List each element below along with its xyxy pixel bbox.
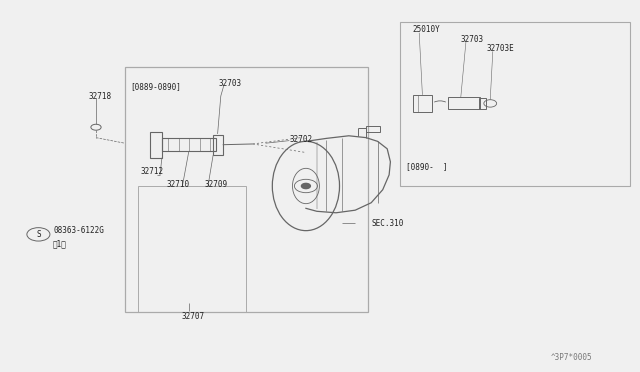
Text: 32709: 32709 — [205, 180, 228, 189]
Text: S: S — [36, 230, 41, 239]
Text: 32703: 32703 — [219, 79, 242, 88]
Bar — [479, 98, 486, 109]
Bar — [413, 95, 432, 112]
Bar — [213, 135, 223, 155]
Circle shape — [301, 183, 310, 189]
Text: 32712: 32712 — [141, 167, 164, 176]
Bar — [400, 22, 630, 186]
Bar — [125, 67, 368, 312]
Text: 08363-6122G: 08363-6122G — [53, 226, 104, 235]
Bar — [448, 97, 480, 109]
Text: 32703: 32703 — [461, 35, 484, 44]
Bar — [366, 126, 380, 132]
Text: 32702: 32702 — [290, 135, 313, 144]
Text: （1）: （1） — [53, 239, 67, 248]
Text: 32703E: 32703E — [486, 44, 514, 53]
Text: [0890-  ]: [0890- ] — [406, 162, 448, 171]
Bar — [150, 132, 162, 158]
Text: 32710: 32710 — [166, 180, 189, 189]
Text: [0889-0890]: [0889-0890] — [130, 82, 180, 91]
Text: 32718: 32718 — [88, 92, 111, 101]
Text: ^3P7*0005: ^3P7*0005 — [550, 353, 592, 362]
Text: 32707: 32707 — [181, 312, 204, 321]
Text: 25010Y: 25010Y — [413, 25, 440, 34]
Bar — [138, 186, 246, 312]
Text: SEC.310: SEC.310 — [371, 219, 404, 228]
Bar — [162, 138, 216, 151]
